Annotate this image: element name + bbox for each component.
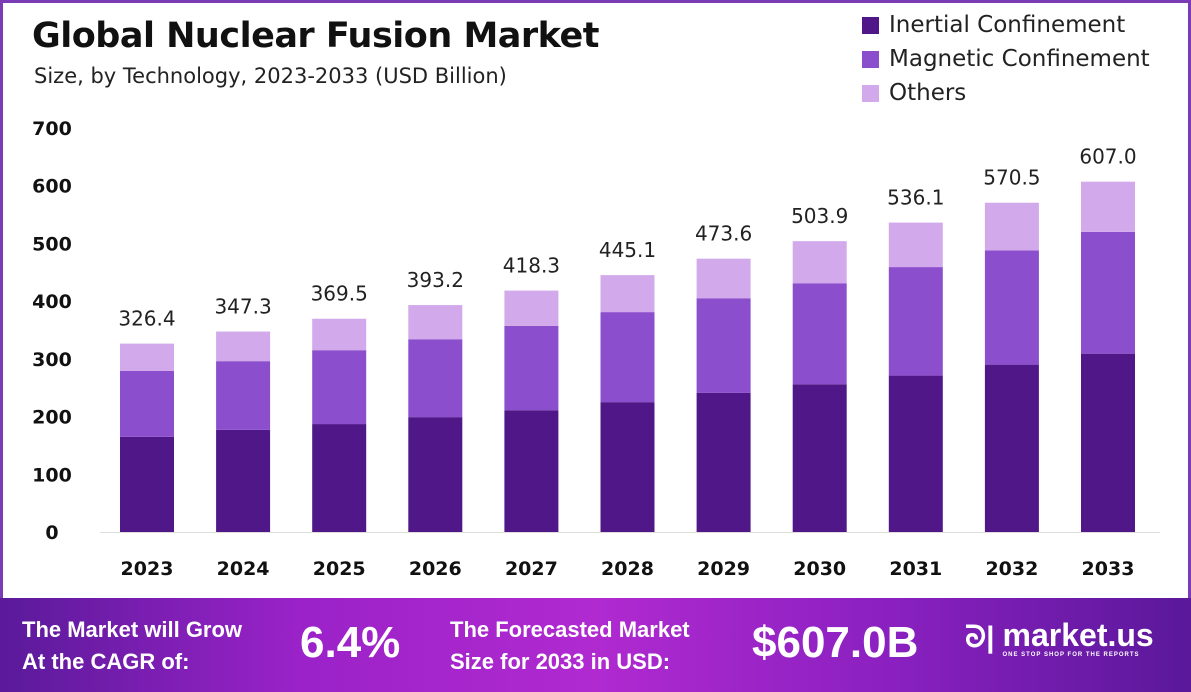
total-data-label: 347.3 xyxy=(214,295,271,319)
y-tick-label: 700 xyxy=(32,118,72,140)
total-data-label: 369.5 xyxy=(311,282,368,306)
bar-segment-magnetic-confinement xyxy=(312,350,367,425)
bar-chart: 0 100 200 300 400 500 600 700 326.4 2023 347.3 2024… xyxy=(32,118,1160,580)
logo-icon: ᘐ| xyxy=(965,621,995,654)
x-tick-label: 2026 xyxy=(409,558,462,580)
total-data-label: 503.9 xyxy=(791,204,848,228)
x-tick-label: 2032 xyxy=(985,558,1038,580)
chart-title: Global Nuclear Fusion Market xyxy=(32,16,599,56)
legend-item-magnetic: Magnetic Confinement xyxy=(862,42,1150,76)
cagr-label: The Market will Grow At the CAGR of: xyxy=(22,614,242,678)
bar-segment-inertial-confinement xyxy=(312,424,367,532)
bar-segment-magnetic-confinement xyxy=(408,339,463,418)
bar-segment-inertial-confinement xyxy=(1081,353,1135,532)
x-tick-label: 2031 xyxy=(889,558,942,580)
cagr-value: 6.4% xyxy=(300,618,401,667)
bar-segment-others xyxy=(216,331,271,362)
chart-subtitle: Size, by Technology, 2023-2033 (USD Bill… xyxy=(34,64,507,88)
forecast-label-line1: The Forecasted Market xyxy=(450,617,690,642)
bar-segment-magnetic-confinement xyxy=(216,361,271,430)
legend-item-others: Others xyxy=(862,76,1150,110)
bar-segment-magnetic-confinement xyxy=(984,250,1039,365)
legend-item-inertial: Inertial Confinement xyxy=(862,8,1150,42)
brand-logo: ᘐ| market.us ONE STOP SHOP FOR THE REPOR… xyxy=(965,618,1154,658)
bar-segment-magnetic-confinement xyxy=(888,267,943,376)
legend-label: Others xyxy=(889,80,967,106)
legend-label: Magnetic Confinement xyxy=(889,46,1150,72)
forecast-value: $607.0B xyxy=(752,618,919,667)
y-tick-label: 600 xyxy=(32,176,72,198)
footer-banner: The Market will Grow At the CAGR of: 6.4… xyxy=(0,598,1191,692)
bar-segment-others xyxy=(600,275,655,313)
bar-segment-inertial-confinement xyxy=(696,392,751,532)
bar-segment-inertial-confinement xyxy=(504,410,559,532)
legend-swatch xyxy=(862,16,879,34)
forecast-label-line2: Size for 2033 in USD: xyxy=(450,649,671,674)
bar-segment-magnetic-confinement xyxy=(1081,231,1135,354)
x-tick-label: 2030 xyxy=(793,558,846,580)
bar-segment-magnetic-confinement xyxy=(792,283,847,385)
total-data-label: 445.1 xyxy=(599,238,656,262)
y-tick-label: 200 xyxy=(32,407,72,429)
x-tick-label: 2033 xyxy=(1082,558,1135,580)
x-tick-label: 2027 xyxy=(505,558,558,580)
bar-segment-others xyxy=(792,241,847,284)
x-tick-label: 2028 xyxy=(601,558,654,580)
total-data-label: 418.3 xyxy=(503,254,560,278)
cagr-label-line1: The Market will Grow xyxy=(22,617,243,642)
bar-segment-inertial-confinement xyxy=(120,436,174,532)
bar-segment-others xyxy=(408,305,463,340)
total-data-label: 607.0 xyxy=(1079,145,1136,169)
total-data-label: 326.4 xyxy=(118,307,175,331)
brand-name: market.us xyxy=(1002,617,1154,653)
x-tick-label: 2023 xyxy=(121,558,174,580)
x-tick-label: 2024 xyxy=(217,558,270,580)
total-data-label: 536.1 xyxy=(887,186,944,210)
y-tick-label: 300 xyxy=(32,349,72,371)
bar-segment-magnetic-confinement xyxy=(600,312,655,403)
legend-swatch xyxy=(862,50,879,68)
total-data-label: 473.6 xyxy=(695,222,752,246)
legend-swatch xyxy=(862,84,879,102)
bar-segment-others xyxy=(504,290,559,326)
bar-segment-inertial-confinement xyxy=(792,384,847,532)
bar-segment-inertial-confinement xyxy=(408,417,463,532)
bar-segment-others xyxy=(1081,181,1135,232)
bar-segment-others xyxy=(312,318,367,351)
bar-segment-magnetic-confinement xyxy=(120,370,174,437)
x-tick-label: 2025 xyxy=(313,558,366,580)
legend: Inertial Confinement Magnetic Confinemen… xyxy=(862,8,1150,110)
y-tick-label: 100 xyxy=(32,464,72,486)
bar-segment-others xyxy=(984,202,1039,251)
bar-segment-magnetic-confinement xyxy=(696,298,751,393)
x-tick-label: 2029 xyxy=(697,558,750,580)
bar-segment-inertial-confinement xyxy=(216,429,271,532)
bar-segment-others xyxy=(696,258,751,299)
y-tick-label: 0 xyxy=(45,522,58,544)
y-tick-label: 500 xyxy=(32,233,72,255)
brand-tagline: ONE STOP SHOP FOR THE REPORTS xyxy=(1002,652,1140,658)
bar-segment-others xyxy=(120,343,174,371)
y-tick-label: 400 xyxy=(32,291,72,313)
bar-segment-inertial-confinement xyxy=(984,364,1039,532)
total-data-label: 570.5 xyxy=(983,166,1040,190)
total-data-label: 393.2 xyxy=(407,268,464,292)
bar-segment-inertial-confinement xyxy=(600,402,655,532)
forecast-label: The Forecasted Market Size for 2033 in U… xyxy=(450,614,690,678)
bar-segment-others xyxy=(888,222,943,268)
bar-segment-magnetic-confinement xyxy=(504,325,559,411)
cagr-label-line2: At the CAGR of: xyxy=(22,649,190,674)
bar-segment-inertial-confinement xyxy=(888,375,943,532)
legend-label: Inertial Confinement xyxy=(889,12,1126,38)
